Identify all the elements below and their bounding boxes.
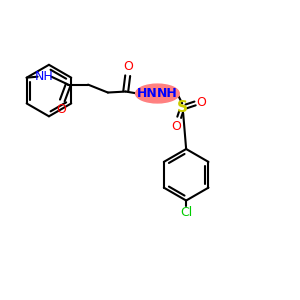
Text: NH: NH (35, 70, 54, 83)
Text: O: O (124, 60, 134, 73)
Ellipse shape (136, 84, 179, 103)
Text: NH: NH (157, 87, 178, 100)
Text: O: O (196, 96, 206, 109)
Text: HN: HN (137, 87, 158, 100)
Text: S: S (177, 100, 188, 115)
Text: Cl: Cl (180, 206, 192, 219)
Text: O: O (171, 120, 181, 133)
Text: O: O (56, 103, 66, 116)
